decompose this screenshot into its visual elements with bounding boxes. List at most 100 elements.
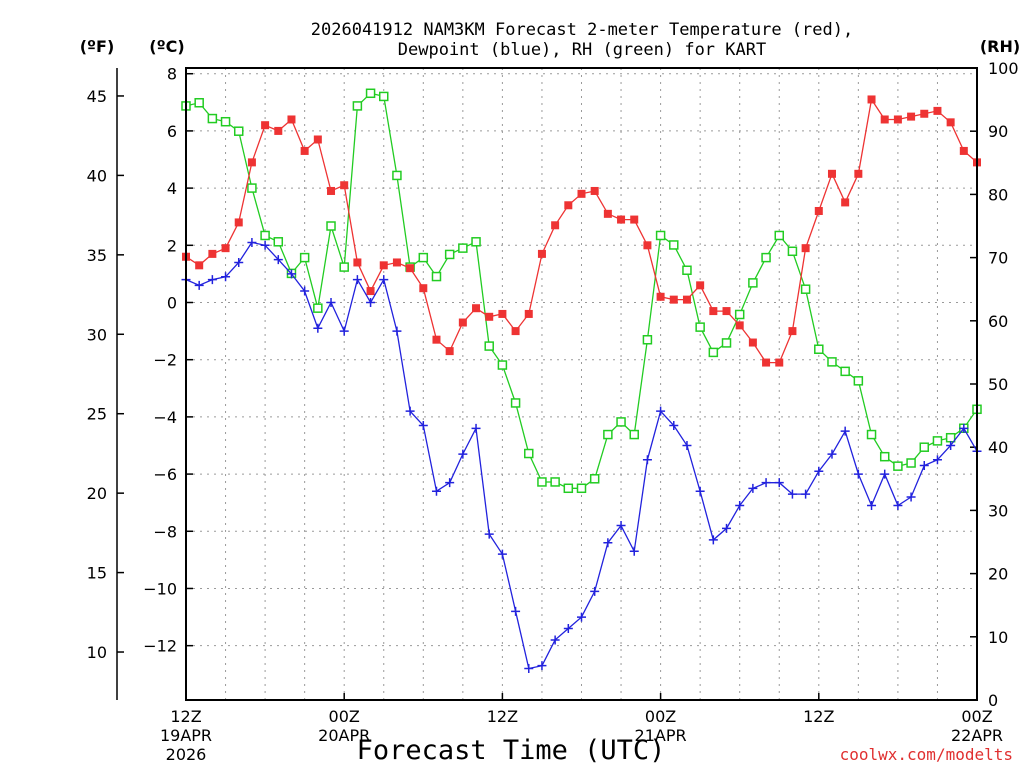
- relative-humidity-point: [220, 116, 231, 127]
- x-axis-title: Forecast Time (UTC): [357, 735, 666, 766]
- dewpoint-point: [590, 586, 600, 596]
- relative-humidity-point: [576, 483, 587, 494]
- relative-humidity-point: [761, 252, 771, 263]
- dewpoint-point: [761, 478, 771, 488]
- rh-tick-label: 40: [988, 438, 1008, 457]
- rh-tick-label: 0: [988, 691, 998, 710]
- dewpoint-point: [840, 426, 850, 436]
- dewpoint-point: [867, 501, 877, 511]
- relative-humidity-point: [932, 436, 943, 446]
- celsius-tick-label: 0: [167, 293, 177, 312]
- relative-humidity-point: [273, 237, 284, 247]
- 2-meter-temperature-point: [261, 121, 270, 130]
- 2-meter-temperature-point: [946, 118, 955, 127]
- fahrenheit-axis: 45 40 35 30 25 20 15 10: [87, 68, 124, 700]
- chart-title-line-2: Dewpoint (blue), RH (green) for KART: [398, 40, 766, 60]
- relative-humidity-point: [879, 451, 890, 462]
- 2-meter-temperature-point: [867, 95, 876, 104]
- fahrenheit-tick-label: 15: [87, 564, 107, 583]
- 2-meter-temperature-point: [827, 169, 836, 178]
- dewpoint-point: [906, 492, 916, 502]
- 2-meter-temperature-point: [379, 261, 388, 270]
- 2-meter-temperature-point: [959, 146, 968, 155]
- x-tick-label: 12Z: [487, 707, 518, 726]
- 2-meter-temperature-point: [841, 198, 850, 207]
- 2-meter-temperature-point: [274, 126, 283, 135]
- dewpoint-point: [445, 478, 455, 488]
- relative-humidity-point: [418, 252, 429, 263]
- 2-meter-temperature-point: [880, 115, 889, 124]
- 2-meter-temperature-point: [630, 215, 639, 224]
- relative-humidity-point: [695, 322, 705, 332]
- dewpoint-point: [366, 297, 376, 307]
- relative-humidity-point: [893, 461, 903, 471]
- fahrenheit-tick-label: 30: [87, 325, 107, 344]
- 2-meter-temperature-point: [419, 284, 428, 293]
- 2-meter-temperature-point: [445, 347, 454, 356]
- celsius-tick-label: 6: [167, 122, 177, 141]
- relative-humidity-point: [352, 101, 363, 111]
- dewpoint-point: [458, 449, 468, 459]
- relative-humidity-point: [589, 474, 600, 484]
- fahrenheit-tick-label: 40: [87, 166, 107, 185]
- relative-humidity-point: [787, 246, 798, 257]
- dewpoint-point: [827, 449, 837, 459]
- dewpoint-point: [629, 546, 639, 556]
- celsius-tick-label: −6: [153, 465, 177, 484]
- dewpoint-point: [221, 272, 231, 282]
- fahrenheit-tick-label: 45: [87, 87, 107, 106]
- 2-meter-temperature-point: [669, 295, 678, 304]
- x-tick-label: 12Z: [170, 707, 201, 726]
- relative-humidity-point: [207, 113, 218, 124]
- dewpoint-point: [326, 297, 336, 307]
- dewpoint-point: [656, 406, 666, 416]
- x-tick-label: 00Z: [961, 707, 992, 726]
- dewpoint-point: [207, 275, 217, 285]
- dewpoint-point: [273, 255, 283, 265]
- relative-humidity-point: [655, 230, 666, 241]
- dewpoint-point: [642, 455, 652, 465]
- celsius-tick-label: −10: [143, 579, 177, 598]
- 2-meter-temperature-point: [564, 201, 573, 210]
- dewpoint-point: [959, 423, 969, 433]
- relative-humidity-point: [365, 88, 376, 99]
- fahrenheit-tick-label: 25: [87, 405, 107, 424]
- 2-meter-temperature-point: [590, 186, 599, 195]
- relative-humidity-point: [339, 262, 349, 272]
- dewpoint-point: [880, 469, 890, 479]
- dewpoint-point: [748, 483, 758, 493]
- rh-tick-label: 10: [988, 628, 1008, 647]
- relative-humidity-point: [326, 221, 336, 231]
- 2-meter-temperature-point: [735, 321, 744, 330]
- 2-meter-temperature-point: [537, 249, 546, 258]
- relative-humidity-point: [537, 477, 547, 487]
- source-credit: coolwx.com/modelts: [840, 745, 1013, 764]
- rh-tick-label: 90: [988, 122, 1008, 141]
- relative-humidity-point: [734, 309, 745, 320]
- relative-humidity-point: [233, 126, 244, 136]
- relative-humidity-point: [721, 338, 732, 348]
- relative-humidity-point: [458, 243, 468, 253]
- dewpoint-point: [405, 406, 415, 416]
- 2-meter-temperature-point: [327, 186, 336, 195]
- 2-meter-temperature-point: [775, 358, 784, 367]
- dewpoint-point: [735, 501, 745, 511]
- celsius-tick-label: 8: [167, 65, 177, 84]
- relative-humidity-point: [814, 344, 824, 354]
- relative-humidity-point: [866, 429, 877, 440]
- dewpoint-point: [946, 440, 956, 450]
- relative-humidity-point: [510, 398, 521, 408]
- dewpoint-point: [313, 323, 323, 333]
- dewpoint-point: [484, 529, 494, 539]
- 2-meter-temperature-point: [472, 304, 481, 313]
- dewpoint-point: [537, 661, 547, 671]
- dewpoint-point: [708, 535, 718, 545]
- relative-humidity-point: [379, 91, 389, 102]
- plot-frame: [185, 67, 978, 701]
- dewpoint-point: [471, 423, 481, 433]
- dewpoint-point: [352, 275, 362, 285]
- dewpoint-point: [787, 489, 797, 499]
- dewpoint-point: [563, 624, 573, 634]
